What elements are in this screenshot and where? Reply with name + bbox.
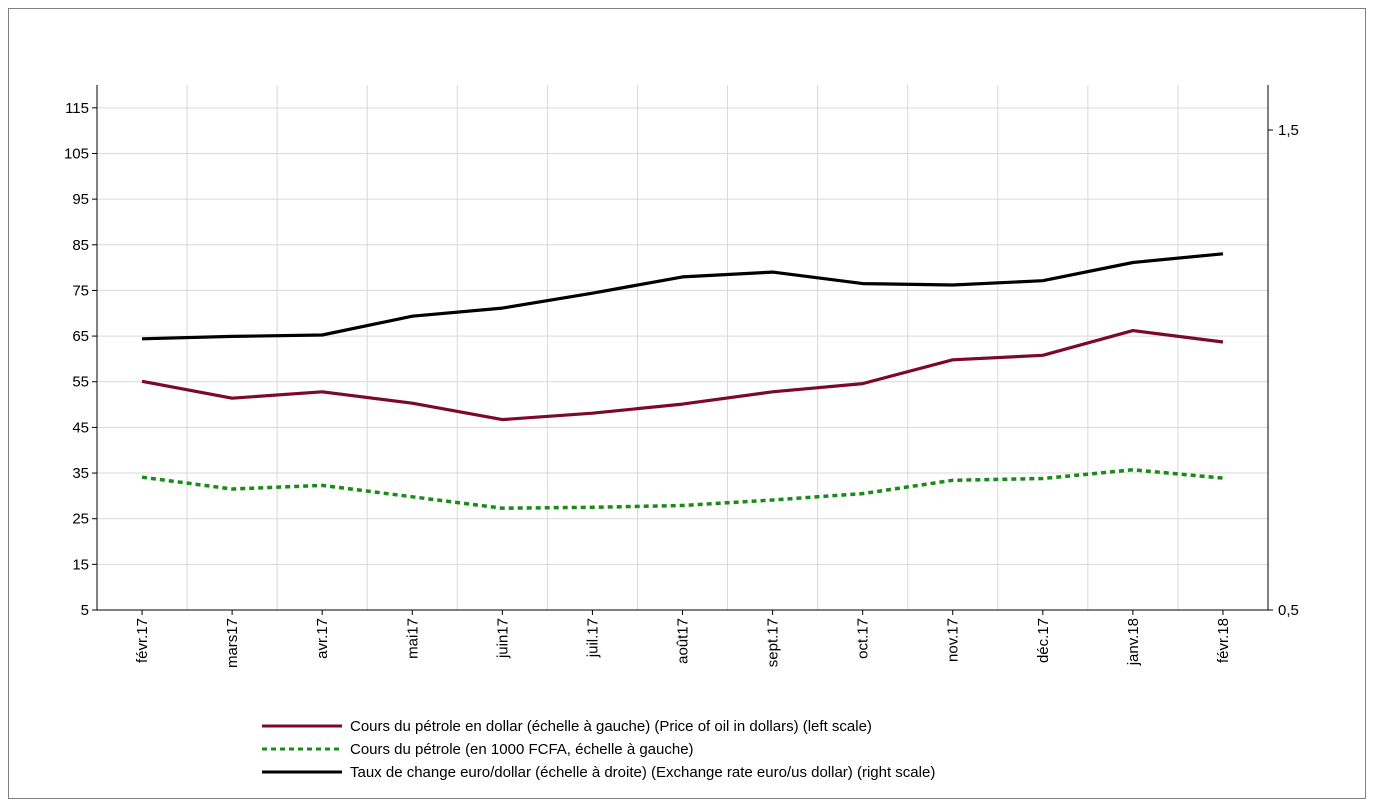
right-tick-label: 1,5 (1278, 122, 1299, 139)
x-tick-label: oct.17 (855, 618, 872, 659)
legend-label-2: Cours du pétrole (en 1000 FCFA, échelle … (350, 741, 694, 758)
legend-label-3: Taux de change euro/dollar (échelle à dr… (350, 764, 935, 781)
x-tick-label: févr.17 (134, 618, 151, 663)
x-tick-label: juil.17 (584, 618, 601, 658)
left-tick-label: 15 (72, 556, 89, 573)
series-line-3 (141, 252, 1224, 341)
left-tick-label: 35 (72, 465, 89, 482)
right-tick-label: 0,5 (1278, 602, 1299, 619)
x-axis-ticks: févr.17 mars17 avr.17 mai17 juin17 juil.17 aoû… (134, 610, 1232, 668)
x-tick-label: avr.17 (314, 618, 331, 659)
left-axis-ticks: 5 15 25 35 45 55 65 75 85 95 105 115 (64, 100, 97, 619)
left-tick-label: 95 (72, 191, 89, 208)
x-tick-label: mars17 (224, 618, 241, 668)
left-tick-label: 25 (72, 511, 89, 528)
legend-label-1: Cours du pétrole en dollar (échelle à ga… (350, 718, 872, 735)
x-tick-label: mai17 (404, 618, 421, 659)
series-line-2 (141, 468, 1224, 510)
axes (96, 85, 1269, 611)
left-tick-label: 85 (72, 237, 89, 254)
x-tick-label: juin17 (494, 618, 511, 659)
gridlines (96, 85, 1269, 611)
right-axis-ticks: 0,5 1,5 (1268, 122, 1299, 619)
x-tick-label: févr.18 (1215, 618, 1232, 663)
left-tick-label: 75 (72, 282, 89, 299)
series-lines (141, 252, 1224, 510)
left-tick-label: 115 (65, 100, 89, 117)
left-tick-label: 5 (81, 602, 89, 619)
left-tick-label: 55 (72, 374, 89, 391)
legend: Cours du pétrole en dollar (échelle à ga… (262, 718, 935, 781)
left-tick-label: 65 (72, 328, 89, 345)
left-tick-label: 105 (64, 145, 89, 162)
series-line-1 (141, 329, 1224, 422)
x-tick-label: janv.18 (1125, 618, 1142, 666)
x-tick-label: déc.17 (1035, 618, 1052, 663)
x-tick-label: août17 (675, 618, 692, 664)
left-tick-label: 45 (72, 419, 89, 436)
x-tick-label: nov.17 (945, 618, 962, 662)
x-tick-label: sept.17 (765, 618, 782, 667)
